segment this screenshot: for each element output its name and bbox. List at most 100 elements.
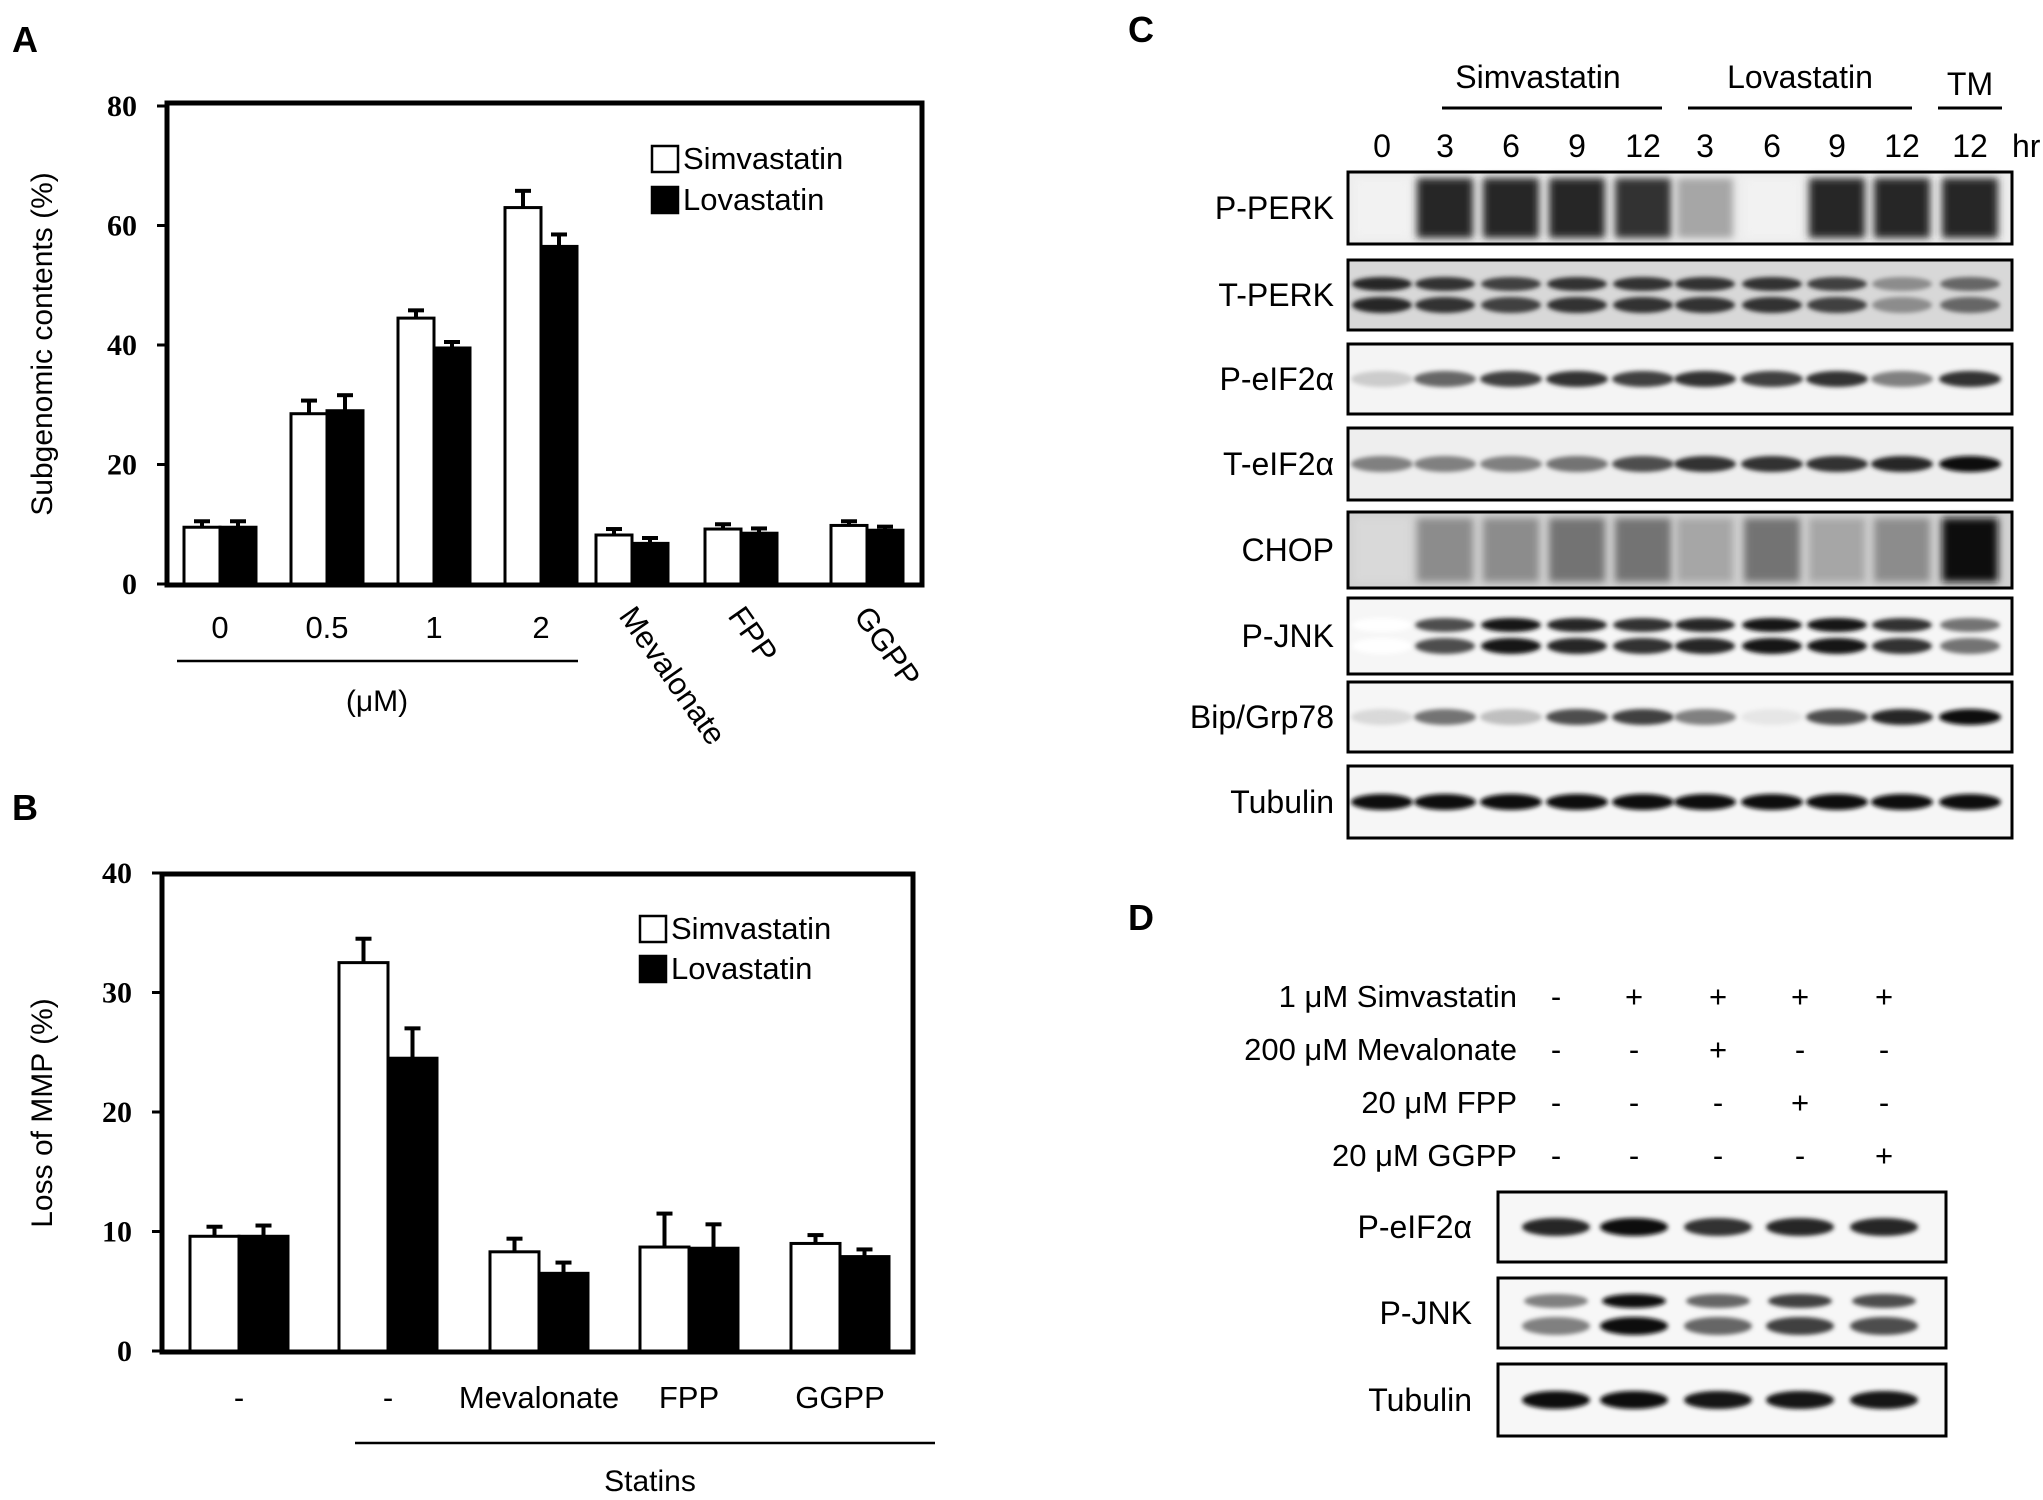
blot-c-bands [1351, 709, 2001, 725]
x-tick-label: GGPP [795, 1380, 885, 1415]
blot-band [1483, 178, 1539, 238]
blot-band [1612, 794, 1674, 810]
y-tick-label: 20 [102, 1096, 132, 1129]
blot-band [1674, 709, 1736, 725]
blot-band [1352, 638, 1412, 654]
chart-b-group-label: Statins [604, 1465, 696, 1498]
blot-d-sign: + [1875, 979, 1893, 1014]
y-tick-label: 0 [117, 1335, 132, 1368]
blot-band [1522, 1391, 1590, 1409]
blot-d: 1 μM Simvastatin - + + + +200 μM Mevalonate - -… [1244, 979, 1948, 1438]
blot-c-frame [1346, 680, 2014, 754]
blot-c-row-label: P-JNK [1242, 618, 1334, 654]
blot-c-row: CHOP [1242, 510, 2014, 590]
chart-a-legend-simvastatin: Simvastatin [683, 141, 843, 176]
blot-band [1674, 456, 1736, 472]
blot-band [1481, 638, 1541, 654]
blot-band [1741, 456, 1803, 472]
blot-band [1546, 709, 1608, 725]
blot-band [1480, 709, 1542, 725]
blot-band [1807, 297, 1867, 313]
blot-band [1480, 456, 1542, 472]
blot-band [1615, 518, 1671, 582]
blot-band [1351, 794, 1413, 810]
chart-a-ylabel: Subgenomic contents (%) [26, 172, 59, 516]
blot-d-row: Tubulin [1368, 1362, 1948, 1438]
bar-lovastatin [218, 525, 258, 586]
blot-d-sign: - [1551, 979, 1561, 1014]
blot-c-frame [1346, 170, 2014, 246]
blot-d-sign: + [1875, 1138, 1893, 1173]
blot-band [1613, 638, 1673, 654]
blot-band [1415, 618, 1475, 632]
blot-band [1613, 277, 1673, 291]
blot-band [1807, 618, 1867, 632]
blot-band [1766, 1218, 1834, 1236]
blot-d-sign: + [1709, 979, 1727, 1014]
blot-d-row-label: Tubulin [1368, 1382, 1472, 1418]
x-tick-label: - [234, 1380, 244, 1415]
blot-c-time-label: 12 [1625, 128, 1661, 164]
x-tick-label: 1 [425, 610, 442, 645]
y-tick-label: 80 [107, 90, 137, 123]
bar-simvastatin [337, 961, 390, 1353]
blot-band [1612, 709, 1674, 725]
bar-lovastatin [237, 1234, 290, 1353]
blot-d-frame [1496, 1362, 1948, 1438]
blot-c-bands [1352, 277, 2000, 313]
blot-band [1850, 1391, 1918, 1409]
blot-c-time-label: 3 [1696, 128, 1714, 164]
blot-d-condition: 20 μM FPP - - - + - [1361, 1085, 1889, 1120]
blot-band [1351, 709, 1413, 725]
panel-letter-d: D [1128, 897, 1154, 938]
blot-c: Simvastatin Lovastatin TM 0 3 6 9 12 3 6 9 12 12 … [1190, 59, 2041, 840]
blot-band [1766, 1391, 1834, 1409]
blot-band [1414, 709, 1476, 725]
blot-c-row: P-JNK [1242, 596, 2014, 676]
blot-band [1481, 618, 1541, 632]
bar-simvastatin [829, 523, 869, 586]
blot-band [1939, 371, 2001, 387]
blot-d-sign: - [1795, 1138, 1805, 1173]
blot-band [1942, 518, 1998, 582]
blot-band [1600, 1218, 1668, 1236]
blot-d-sign: + [1709, 1032, 1727, 1067]
blot-d-frame [1496, 1190, 1948, 1264]
blot-band [1742, 277, 1802, 291]
blot-c-bands [1354, 178, 1998, 238]
blot-band [1613, 618, 1673, 632]
blot-band [1741, 709, 1803, 725]
blot-band [1940, 618, 2000, 632]
blot-c-frame [1346, 764, 2014, 840]
bar-lovastatin [432, 346, 472, 586]
blot-d-sign: + [1791, 979, 1809, 1014]
chart-b-ylabel: Loss of MMP (%) [26, 998, 59, 1228]
blot-band [1684, 1391, 1752, 1409]
chart-a-legend-swatch-lovastatin [650, 185, 680, 215]
blot-c-time-label: 9 [1828, 128, 1846, 164]
blot-band [1675, 297, 1735, 313]
blot-band [1742, 297, 1802, 313]
blot-d-sign: - [1551, 1085, 1561, 1120]
blot-band [1850, 1317, 1918, 1335]
blot-c-row-label: T-eIF2α [1223, 446, 1334, 482]
blot-band [1807, 638, 1867, 654]
x-tick-label: 0.5 [305, 610, 348, 645]
blot-band [1806, 456, 1868, 472]
x-tick-label: 0 [211, 610, 228, 645]
blot-d-sign: + [1791, 1085, 1809, 1120]
blot-band [1415, 638, 1475, 654]
bar-simvastatin [503, 206, 543, 586]
blot-d-condition: 200 μM Mevalonate - - + - - [1244, 1032, 1889, 1067]
blot-band [1600, 1391, 1668, 1409]
blot-band [1481, 297, 1541, 313]
x-tick-label: Mevalonate [612, 600, 733, 751]
bar-simvastatin [488, 1250, 541, 1353]
blot-band [1674, 371, 1736, 387]
blot-band [1480, 794, 1542, 810]
blot-band [1675, 277, 1735, 291]
y-tick-label: 40 [107, 329, 137, 362]
blot-band [1481, 277, 1541, 291]
blot-band [1872, 297, 1932, 313]
blot-d-sign: - [1551, 1138, 1561, 1173]
